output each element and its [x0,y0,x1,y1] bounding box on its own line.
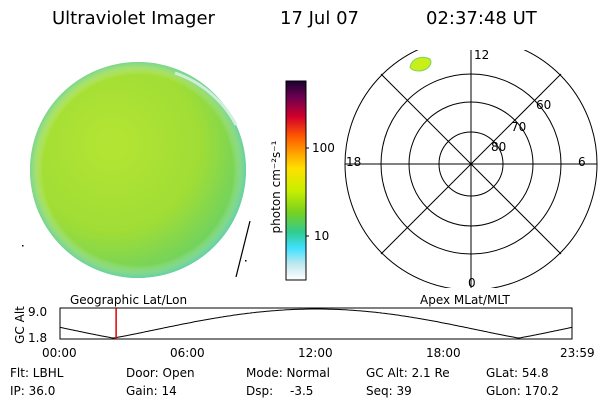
lat-label-60: 60 [536,98,552,112]
lat-label-80: 80 [491,140,507,154]
colorbar-fill [285,80,307,281]
info-mode: Mode: Normal [246,366,330,380]
time-label: 02:37:48 UT [426,8,537,29]
earth-limb [30,62,246,278]
altitude-plot [59,307,573,340]
mlt-label-12: 12 [474,48,490,62]
time-tick-label: 00:00 [42,346,77,360]
dayside-arc [174,71,238,126]
colorbar-tick-label-10: 10 [314,229,330,243]
info-glon: GLon: 170.2 [486,384,559,398]
auroral-patch [409,56,432,72]
info-filter: Flt: LBHL [10,366,64,380]
mlt-label-0: 0 [468,276,476,290]
polar-grid [344,50,598,288]
info-door: Door: Open [126,366,195,380]
colorbar [285,80,309,281]
info-seq: Seq: 39 [366,384,412,398]
mlt-label-6: 6 [578,155,586,169]
uv-earth-image [22,62,251,278]
speck [22,245,24,247]
info-gc-alt: GC Alt: 2.1 Re [366,366,450,380]
instrument-title: Ultraviolet Imager [52,8,215,29]
info-dsp-value: -3.5 [290,384,314,398]
altitude-curve [59,308,573,339]
mlt-label-18: 18 [346,155,362,169]
colorbar-tick-label-100: 100 [312,141,335,155]
info-glat: GLat: 54.8 [486,366,549,380]
altitude-plot-frame [59,307,573,340]
altitude-y-bottom: 1.8 [28,331,48,345]
apex-coord-label: Apex MLat/MLT [420,293,510,307]
time-tick-label: 06:00 [170,346,205,360]
date-label: 17 Jul 07 [280,8,359,29]
time-tick-label: 18:00 [426,346,461,360]
speck [245,260,247,262]
info-ip: IP: 36.0 [10,384,56,398]
time-tick-label: 12:00 [298,346,333,360]
scan-line [235,220,251,278]
polar-diagonal-nw [380,73,562,255]
time-tick-label: 23:59 [560,346,595,360]
info-gain: Gain: 14 [126,384,177,398]
colorbar-unit-label: photon cm⁻²s⁻¹ [269,140,283,234]
info-dsp-label: Dsp: [246,384,274,398]
altitude-y-top: 9.0 [28,305,48,319]
geo-coord-label: Geographic Lat/Lon [70,293,188,307]
lat-label-70: 70 [511,120,527,134]
